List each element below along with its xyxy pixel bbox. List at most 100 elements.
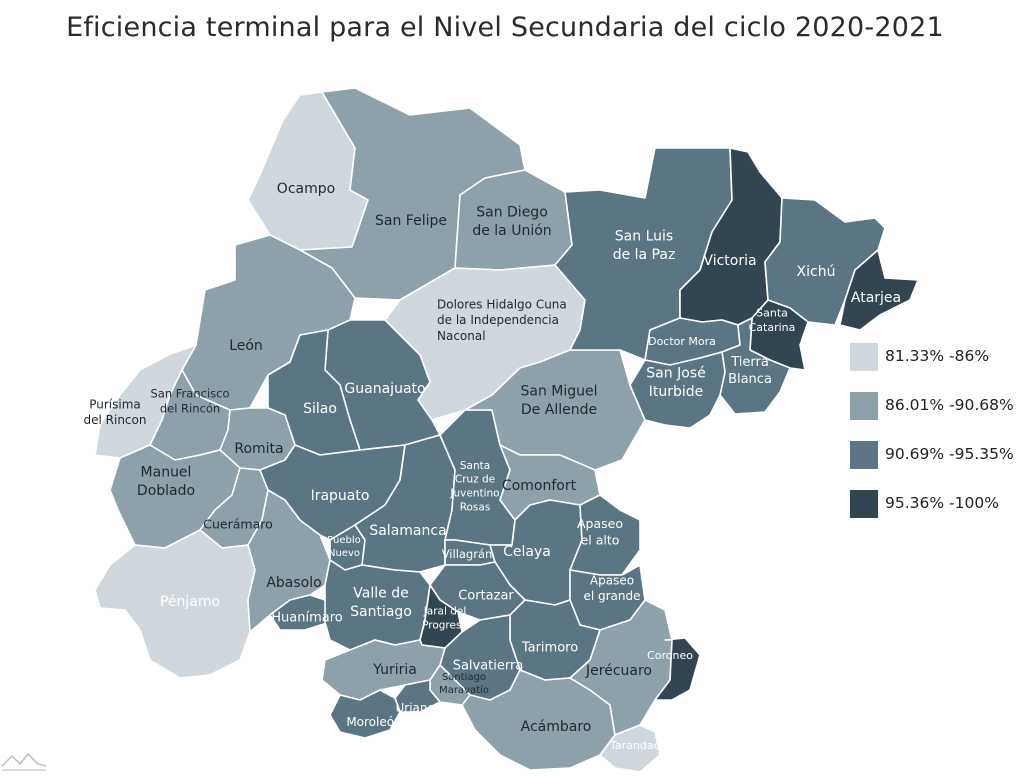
label-line-salvatierra-0: Salvatierra — [453, 659, 524, 674]
legend-label-1: 81.33% -86% — [885, 347, 990, 365]
label-cueramaro: Cuerámaro — [203, 516, 273, 531]
label-acambaro: Acámbaro — [521, 719, 592, 735]
label-line-celaya-0: Celaya — [503, 544, 551, 560]
label-san-francisco-del-rincon: San Francisco del Rincón — [150, 386, 229, 415]
label-line-dolores-hidalgo-0: Dolores Hidalgo Cuna — [437, 297, 567, 311]
label-line-jaral-del-progreso-0: Jaral del — [423, 606, 467, 618]
label-irapuato: Irapuato — [311, 488, 370, 504]
label-manuel-doblado: Manuel Doblado — [137, 465, 195, 499]
label-cortazar: Cortazar — [458, 589, 514, 604]
label-line-santa-catarina-0: Santa — [756, 307, 788, 320]
label-line-san-diego-de-la-union-1: de la Unión — [472, 223, 551, 239]
label-line-leon-0: León — [229, 338, 263, 354]
brand-logo-icon — [1, 752, 47, 771]
label-romita: Romita — [234, 441, 283, 457]
label-line-apaseo-el-alto-1: el alto — [581, 533, 620, 548]
label-santa-catarina: Santa Catarina — [749, 307, 796, 335]
label-line-huanimaro-0: Huanímaro — [271, 611, 343, 626]
legend-swatch-3 — [850, 441, 878, 469]
label-atarjea: Atarjea — [851, 290, 901, 306]
label-ocampo: Ocampo — [277, 181, 335, 197]
label-line-santiago-maravatio-0: Santiago — [442, 672, 486, 683]
label-line-santa-cruz-de-juventino-rosas-2: Juventino — [449, 488, 499, 500]
label-guanajuato: Guanajuato — [344, 381, 425, 397]
legend-item-1: 81.33% -86% — [850, 343, 1030, 373]
label-line-santa-cruz-de-juventino-rosas-0: Santa — [460, 460, 490, 472]
label-line-xichu-0: Xichú — [797, 264, 836, 280]
label-tierra-blanca: Tierra Blanca — [728, 355, 772, 387]
label-salamanca: Salamanca — [369, 523, 446, 539]
legend-label-2: 86.01% -90.68% — [885, 396, 1014, 414]
label-line-santiago-maravatio-1: Maravatío — [439, 684, 489, 696]
label-line-apaseo-el-grande-1: el grande — [583, 589, 640, 603]
region-apaseo-el-alto[interactable] — [569, 494, 641, 576]
label-jaral-del-progreso: Jaral del Progreso — [422, 606, 468, 632]
legend-swatch-4 — [850, 490, 878, 518]
region-coroneo[interactable] — [654, 637, 701, 701]
label-line-jerecuaro-0: Jerécuaro — [585, 663, 652, 679]
label-purisima-del-rincon: Purísima del Rincon — [84, 397, 147, 427]
label-line-doctor-mora-0: Doctor Mora — [648, 335, 716, 348]
label-line-salamanca-0: Salamanca — [369, 523, 446, 539]
label-san-luis-de-la-paz: San Luis de la Paz — [613, 229, 676, 263]
label-dolores-hidalgo: Dolores Hidalgo Cuna de la Independencia N… — [437, 297, 567, 343]
label-line-romita-0: Romita — [234, 441, 283, 457]
map-title: Eficiencia terminal para el Nivel Secund… — [66, 12, 944, 43]
label-penjamo: Pénjamo — [160, 594, 220, 610]
label-line-tierra-blanca-1: Blanca — [728, 372, 772, 387]
label-huanimaro: Huanímaro — [271, 611, 343, 626]
label-line-dolores-hidalgo-1: de la Independencia — [437, 313, 559, 327]
label-line-purisima-del-rincon-1: del Rincon — [84, 413, 147, 427]
label-line-manuel-doblado-1: Doblado — [137, 483, 195, 499]
label-san-miguel-de-allende: San Miguel De Allende — [520, 384, 597, 418]
label-line-san-miguel-de-allende-0: San Miguel — [520, 384, 597, 400]
region-atarjea[interactable] — [839, 249, 919, 331]
label-line-santa-cruz-de-juventino-rosas-3: Rosas — [460, 501, 491, 513]
label-line-atarjea-0: Atarjea — [851, 290, 901, 306]
label-line-tierra-blanca-0: Tierra — [730, 355, 769, 370]
region-penjamo[interactable] — [94, 529, 256, 679]
label-line-san-francisco-del-rincon-0: San Francisco — [150, 386, 229, 400]
region-moroleon[interactable] — [329, 689, 401, 739]
legend-label-3: 90.69% -95.35% — [885, 445, 1014, 463]
legend-label-4: 95.36% -100% — [885, 494, 999, 512]
label-line-dolores-hidalgo-2: Naconal — [437, 329, 486, 343]
label-line-san-luis-de-la-paz-1: de la Paz — [613, 247, 676, 263]
label-villagran: Villagrán — [442, 547, 493, 561]
label-line-yuriria-0: Yuriria — [372, 662, 417, 678]
label-line-irapuato-0: Irapuato — [311, 488, 370, 504]
label-santiago-maravatio: Santiago Maravatío — [439, 672, 489, 696]
label-abasolo: Abasolo — [266, 575, 321, 591]
label-line-san-jose-iturbide-1: Iturbide — [649, 384, 704, 400]
label-line-tarandacuao-0: Tarandacuao — [609, 739, 680, 752]
label-line-purisima-del-rincon-0: Purísima — [89, 397, 141, 411]
label-apaseo-el-alto: Apaseo el alto — [577, 516, 623, 548]
label-line-apaseo-el-grande-0: Apaseo — [590, 573, 634, 587]
label-line-san-felipe-0: San Felipe — [375, 213, 447, 229]
label-line-moroleon-0: Moroleón — [346, 715, 401, 729]
region-san-jose-iturbide[interactable] — [629, 351, 726, 429]
label-valle-de-santiago: Valle de Santiago — [350, 586, 412, 620]
label-yuriria: Yuriria — [372, 662, 417, 678]
label-pueblo-nuevo: Pueblo Nuevo — [327, 535, 361, 559]
label-line-san-miguel-de-allende-1: De Allende — [521, 402, 597, 418]
label-tarimoro: Tarimoro — [521, 641, 578, 656]
region-tarandacuao[interactable] — [599, 724, 661, 773]
label-line-san-diego-de-la-union-0: San Diego — [476, 205, 548, 221]
label-line-pueblo-nuevo-1: Nuevo — [328, 548, 360, 559]
label-san-jose-iturbide: San José Iturbide — [646, 366, 705, 400]
legend-item-3: 90.69% -95.35% — [850, 441, 1030, 471]
label-line-acambaro-0: Acámbaro — [521, 719, 592, 735]
label-line-silao-0: Silao — [303, 401, 337, 417]
label-line-valle-de-santiago-0: Valle de — [353, 586, 408, 602]
label-line-uriangato-0: Uriangato — [395, 701, 454, 715]
label-line-comonfort-0: Comonfort — [502, 478, 577, 494]
label-comonfort: Comonfort — [502, 478, 577, 494]
label-line-apaseo-el-alto-0: Apaseo — [577, 516, 623, 531]
label-line-abasolo-0: Abasolo — [266, 575, 321, 591]
label-line-san-francisco-del-rincon-1: del Rincón — [160, 402, 220, 416]
label-santa-cruz-de-juventino-rosas: Santa Cruz de Juventino Rosas — [449, 460, 499, 514]
label-tarandacuao: Tarandacuao — [609, 739, 680, 752]
label-line-cortazar-0: Cortazar — [458, 589, 514, 604]
